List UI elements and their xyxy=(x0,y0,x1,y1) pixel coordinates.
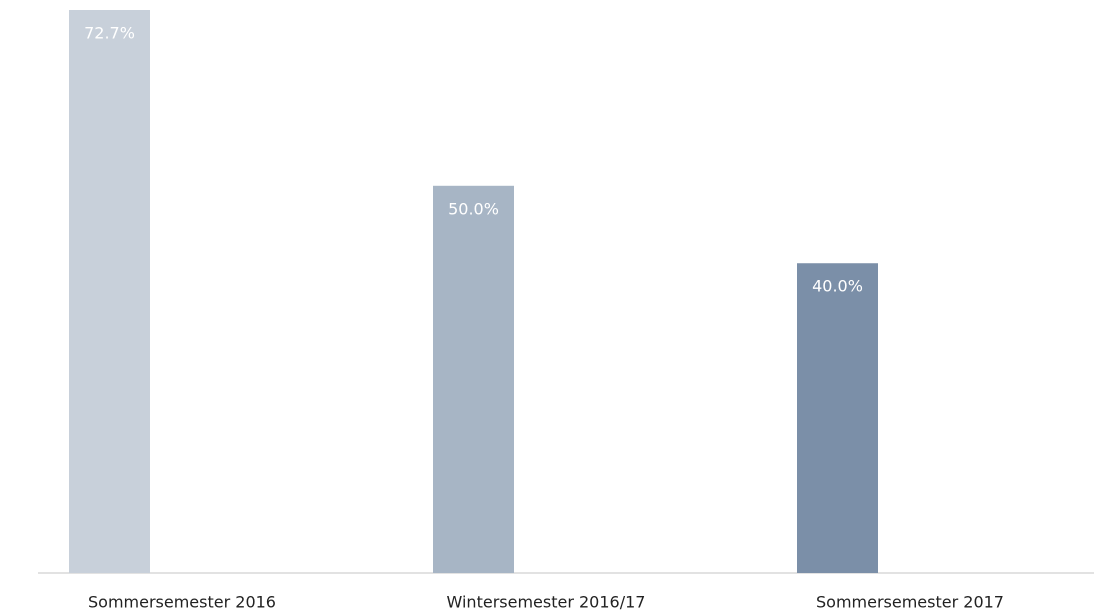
value-label: 72.7% xyxy=(84,24,135,43)
bar xyxy=(797,263,878,573)
bar xyxy=(433,185,514,573)
x-tick-label: Sommersemester 2016 xyxy=(88,593,276,612)
value-label: 40.0% xyxy=(812,277,863,296)
value-label: 50.0% xyxy=(448,199,499,218)
x-tick-label: Wintersemester 2016/17 xyxy=(447,593,646,612)
x-tick-label: Sommersemester 2017 xyxy=(816,593,1004,612)
bar xyxy=(69,10,150,573)
